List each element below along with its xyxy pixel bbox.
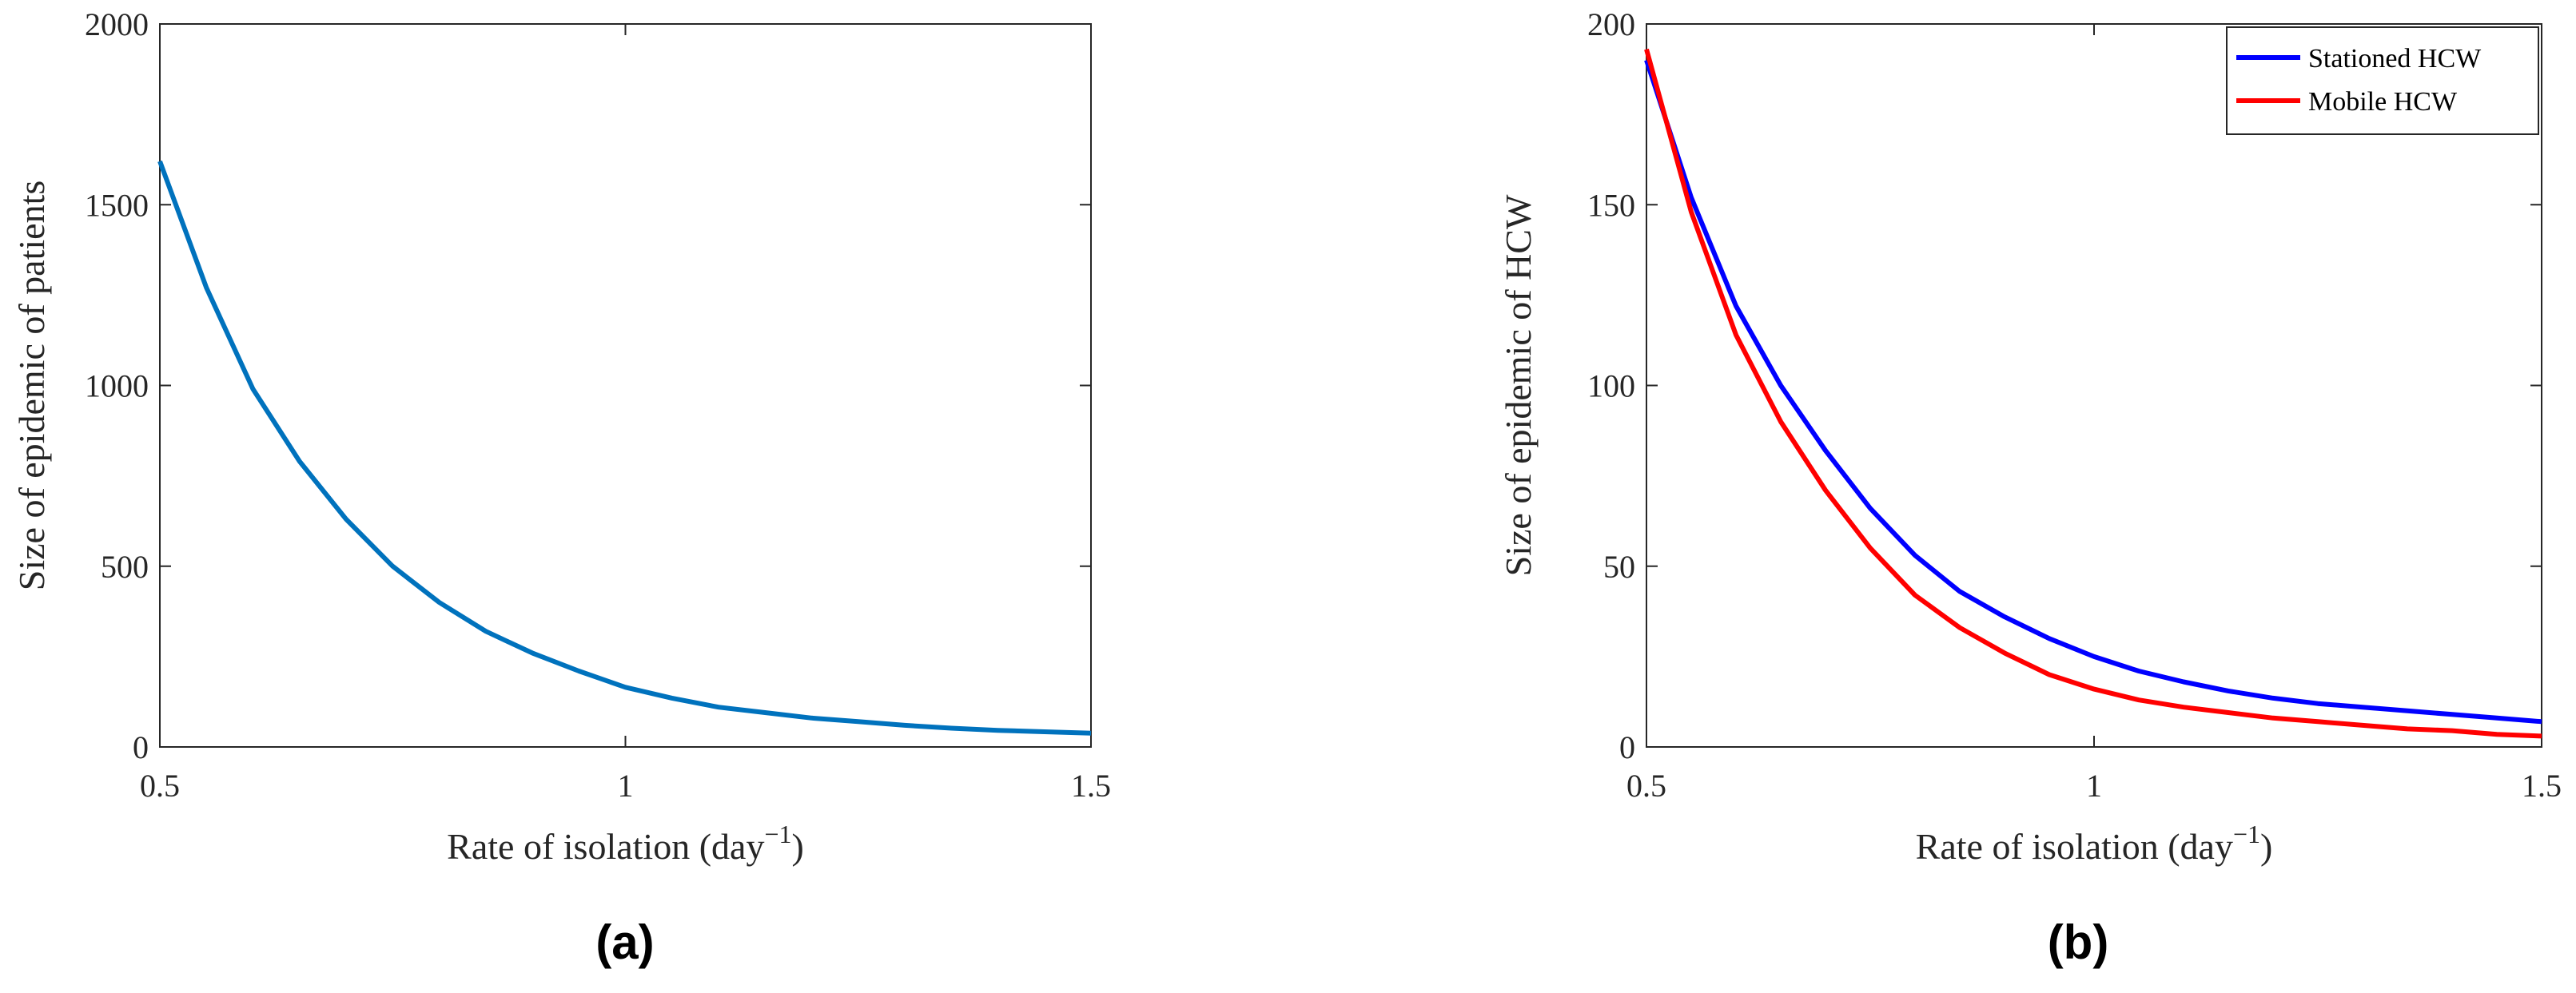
panel-label: (a) [595, 916, 654, 969]
y-tick-label: 50 [1603, 549, 1635, 585]
series-line-0 [157, 160, 1092, 736]
legend-label: Stationed HCW [2308, 44, 2482, 73]
y-axis-label: Size of epidemic of patients [11, 181, 52, 591]
y-tick-label: 0 [1619, 729, 1635, 765]
x-axis-label: Rate of isolation (day−1) [447, 820, 804, 867]
chart-panel-a: 0.5 1 1.5 0 500 1000 1500 2000 Rate of isolation… [11, 6, 1111, 969]
y-tick-label: 0 [133, 729, 149, 765]
y-tick-label: 1500 [85, 187, 149, 223]
x-tick-label: 0.5 [1626, 768, 1666, 804]
y-tick-label: 100 [1587, 368, 1635, 404]
y-tick-label: 200 [1587, 6, 1635, 42]
chart-panel-b: 0.5 1 1.5 0 50 100 150 200 Rate of isolation (da… [1498, 6, 2562, 969]
x-tick-label: 1.5 [2522, 768, 2562, 804]
y-axis-label: Size of epidemic of HCW [1498, 194, 1539, 576]
y-tick-label: 1000 [85, 368, 149, 404]
x-tick-label: 1 [618, 768, 634, 804]
series-line-mobile-hcw [1644, 48, 2542, 739]
y-tick-label: 150 [1587, 187, 1635, 223]
x-tick-label: 1.5 [1071, 768, 1111, 804]
y-tick-label: 500 [101, 549, 149, 585]
x-tick-label: 1 [2086, 768, 2102, 804]
legend-label: Mobile HCW [2308, 87, 2458, 117]
series-line-stationed-hcw [1644, 59, 2542, 725]
x-tick-label: 0.5 [140, 768, 180, 804]
x-axis-label: Rate of isolation (day−1) [1916, 820, 2273, 867]
y-tick-label: 2000 [85, 6, 149, 42]
plot-frame [159, 23, 1092, 748]
legend: Stationed HCW Mobile HCW [2226, 26, 2539, 135]
legend-box [2226, 26, 2539, 135]
panel-label: (b) [2048, 916, 2109, 969]
